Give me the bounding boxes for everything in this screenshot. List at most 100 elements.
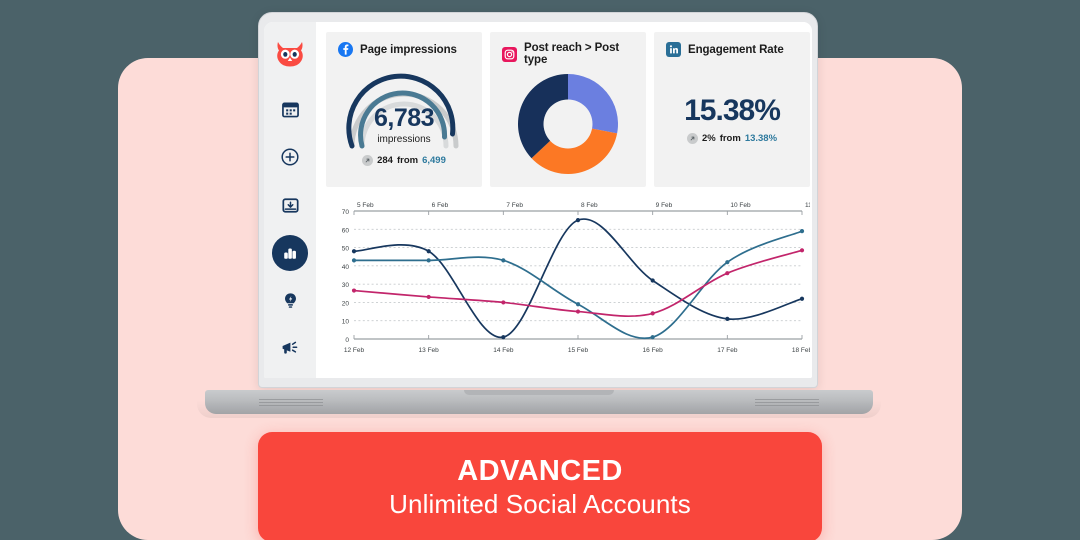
x-axis-bottom-label: 14 Feb	[493, 347, 514, 354]
trend-up-icon	[362, 155, 374, 166]
chart-series-line	[353, 218, 803, 339]
inbox-icon	[281, 197, 299, 213]
card-engagement-rate[interactable]: Engagement Rate 15.38% 2% from	[654, 32, 810, 187]
chart-data-point	[725, 316, 730, 321]
y-axis-tick-label: 10	[342, 319, 350, 326]
app-sidebar	[264, 22, 316, 378]
promo-banner[interactable]: ADVANCED Unlimited Social Accounts	[258, 432, 822, 540]
analytics-icon	[284, 248, 296, 259]
x-axis-top-label: 8 Feb	[581, 202, 598, 209]
x-axis-top-label: 10 Feb	[730, 202, 751, 209]
delta-previous: 13.38%	[744, 133, 778, 144]
hootsuite-owl-logo[interactable]	[272, 36, 308, 72]
instagram-icon	[502, 46, 517, 62]
donut-segment	[517, 73, 568, 158]
chart-data-point	[799, 248, 805, 253]
sidebar-item-amplify[interactable]	[272, 330, 308, 366]
chart-data-point	[799, 229, 805, 234]
y-axis-tick-label: 70	[342, 209, 350, 216]
x-axis-bottom-label: 15 Feb	[568, 347, 589, 354]
sidebar-item-insights[interactable]	[272, 283, 308, 319]
x-axis-top-label: 5 Feb	[357, 202, 374, 209]
chart-data-point	[575, 302, 581, 307]
chart-data-point	[650, 335, 655, 340]
gauge-value: 6,783	[373, 104, 435, 132]
chart-data-point	[426, 258, 431, 263]
kpi-card-row: Page impressions	[326, 32, 810, 187]
card-header: Post reach > Post type	[502, 42, 634, 66]
plus-icon	[281, 148, 299, 166]
sidebar-item-inbox[interactable]	[272, 187, 308, 223]
engagement-rate-value: 15.38%	[684, 94, 781, 127]
y-axis-tick-label: 20	[342, 300, 350, 307]
laptop-base	[205, 390, 873, 414]
laptop-screen: Page impressions	[264, 22, 812, 378]
y-axis-tick-label: 0	[345, 337, 349, 344]
card-title: Page impressions	[360, 43, 457, 56]
chart-data-point	[650, 278, 655, 283]
card-body: 15.38% 2% from 13.38%	[666, 61, 798, 177]
banner-subtitle: Unlimited Social Accounts	[389, 488, 691, 519]
delta-from-label: from	[719, 133, 741, 144]
lightbulb-icon	[284, 293, 296, 308]
gauge-center-label: 6,783 impressions	[340, 104, 468, 146]
facebook-icon	[338, 42, 353, 57]
chart-data-point	[725, 271, 730, 276]
sidebar-item-analytics[interactable]	[272, 234, 308, 271]
trend-line-chart-card[interactable]: 0 10 20 30 40 50 60 70 5 Feb 6 Feb 7 Feb 8 Feb 9 Feb…	[326, 195, 810, 370]
chart-data-point	[351, 258, 357, 263]
chart-data-point	[351, 249, 357, 254]
engagement-delta: 2% from 13.38%	[686, 133, 778, 144]
y-axis-tick-label: 40	[342, 264, 350, 271]
donut-segment	[531, 123, 618, 174]
x-axis-top-label: 9 Feb	[656, 202, 673, 209]
card-body: 6,783 impressions 284 from	[338, 61, 470, 177]
x-axis-bottom-label: 12 Feb	[344, 347, 365, 354]
card-title: Engagement Rate	[688, 43, 784, 56]
sidebar-item-create[interactable]	[272, 139, 308, 175]
card-header: Engagement Rate	[666, 42, 798, 57]
post-type-donut-chart	[517, 73, 618, 174]
chart-data-point	[351, 288, 357, 293]
chart-data-point	[575, 309, 581, 314]
x-axis-top-label: 7 Feb	[506, 202, 523, 209]
chart-data-point	[501, 335, 506, 340]
y-axis-tick-label: 60	[342, 227, 350, 234]
trend-up-icon	[686, 133, 698, 144]
card-title: Post reach > Post type	[524, 42, 620, 66]
sidebar-item-publisher[interactable]	[272, 92, 308, 128]
x-axis-top-label: 11 Feb	[805, 202, 810, 209]
x-axis-top-label: 6 Feb	[432, 202, 449, 209]
banner-title: ADVANCED	[457, 454, 623, 487]
delta-from-label: from	[396, 155, 419, 166]
calendar-icon	[281, 102, 299, 118]
card-body	[502, 70, 634, 177]
chart-data-point	[426, 294, 431, 300]
card-page-impressions[interactable]: Page impressions	[326, 32, 482, 187]
x-axis-bottom-label: 13 Feb	[419, 347, 440, 354]
x-axis-bottom-label: 17 Feb	[717, 347, 738, 354]
y-axis-tick-label: 50	[342, 246, 350, 253]
gauge-unit: impressions	[377, 134, 431, 145]
card-header: Page impressions	[338, 42, 470, 57]
chart-data-point	[426, 249, 431, 254]
chart-data-point	[575, 218, 581, 223]
linkedin-icon	[666, 42, 681, 57]
delta-previous: 6,499	[422, 155, 446, 166]
chart-data-point	[501, 300, 506, 305]
x-axis-bottom-label: 18 Feb	[792, 347, 810, 354]
impressions-delta: 284 from 6,499	[362, 155, 446, 166]
chart-data-point	[501, 258, 506, 263]
chart-data-point	[725, 260, 730, 265]
analytics-dashboard: Page impressions	[316, 22, 812, 378]
megaphone-icon	[282, 341, 298, 354]
y-axis-tick-label: 30	[342, 282, 350, 289]
delta-value: 2%	[701, 133, 716, 144]
trend-line-chart: 0 10 20 30 40 50 60 70 5 Feb 6 Feb 7 Feb 8 Feb 9 Feb…	[342, 202, 810, 354]
chart-data-point	[799, 296, 805, 301]
delta-value: 284	[377, 155, 393, 166]
card-post-reach-post-type[interactable]: Post reach > Post type	[490, 32, 646, 187]
speaker-grille-right	[755, 399, 819, 406]
x-axis-bottom-label: 16 Feb	[643, 347, 664, 354]
